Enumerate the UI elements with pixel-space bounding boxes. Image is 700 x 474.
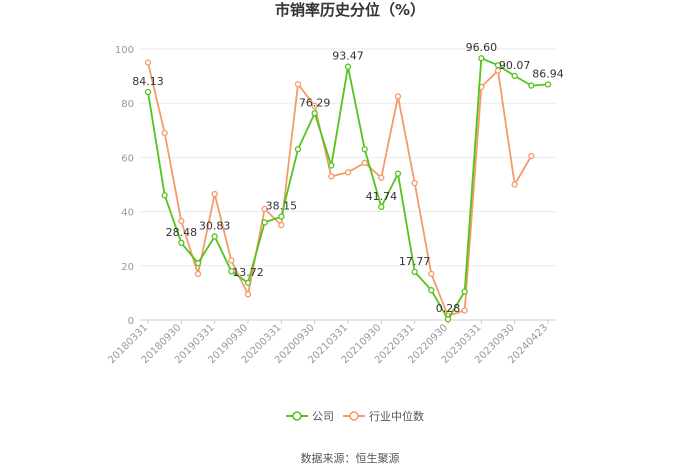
data-point[interactable] (528, 82, 535, 89)
data-point[interactable] (294, 146, 302, 153)
y-tick-label: 0 (128, 316, 134, 327)
data-point[interactable] (428, 270, 435, 278)
data-point[interactable] (544, 81, 552, 88)
data-label: 28.48 (166, 226, 198, 239)
data-point[interactable] (361, 159, 368, 166)
data-label: 17.77 (399, 255, 431, 268)
data-label: 96.60 (466, 41, 498, 54)
data-point[interactable] (478, 55, 485, 62)
data-label: 76.29 (299, 96, 331, 109)
data-label: 41.74 (366, 190, 398, 203)
y-tick-label: 20 (121, 262, 134, 273)
grid (140, 48, 556, 321)
series-layer (144, 55, 552, 323)
data-point[interactable] (194, 270, 202, 278)
legend: 公司 行业中位数 (286, 409, 424, 423)
data-point[interactable] (228, 268, 235, 275)
data-point[interactable] (178, 217, 185, 225)
x-axis: 2018033120180930201903312019093020200331… (106, 320, 550, 366)
legend-item-industry[interactable]: 行业中位数 (343, 409, 424, 423)
legend-marker-industry (349, 411, 359, 421)
data-point[interactable] (378, 203, 385, 211)
data-point[interactable] (344, 169, 352, 176)
data-point[interactable] (494, 62, 502, 69)
data-point[interactable] (511, 181, 518, 188)
data-point[interactable] (328, 162, 335, 169)
data-point[interactable] (261, 205, 268, 213)
data-point[interactable] (294, 81, 302, 88)
data-point[interactable] (278, 213, 285, 220)
y-tick-label: 80 (121, 99, 134, 110)
y-axis: 0 20 40 60 80 100 (115, 45, 134, 327)
data-label: 93.47 (332, 50, 364, 63)
data-point[interactable] (394, 170, 402, 177)
legend-label-industry: 行业中位数 (369, 409, 424, 423)
data-point[interactable] (444, 316, 452, 323)
data-label: 90.07 (499, 59, 531, 72)
data-point[interactable] (311, 102, 318, 110)
data-point[interactable] (511, 72, 518, 80)
chart-title: 市销率历史分位（%） (275, 1, 425, 19)
data-point[interactable] (211, 233, 218, 240)
data-point[interactable] (278, 221, 285, 229)
legend-marker-company (292, 411, 302, 421)
data-point[interactable] (411, 179, 418, 187)
data-point[interactable] (211, 190, 218, 198)
series-line (147, 62, 533, 318)
data-point[interactable] (344, 63, 352, 70)
data-point[interactable] (144, 59, 152, 66)
data-point[interactable] (144, 88, 152, 96)
data-point[interactable] (428, 287, 435, 294)
data-point[interactable] (228, 257, 235, 264)
data-point[interactable] (178, 239, 185, 246)
legend-label-company: 公司 (312, 410, 334, 423)
data-point[interactable] (161, 192, 168, 199)
data-point[interactable] (161, 129, 168, 137)
data-point[interactable] (328, 173, 335, 180)
data-point[interactable] (244, 279, 252, 286)
data-label: 84.13 (132, 75, 164, 88)
data-label: 13.72 (232, 266, 264, 279)
data-point[interactable] (194, 259, 202, 267)
data-label: 30.83 (199, 219, 231, 232)
source-note: 数据来源：恒生聚源 (301, 451, 400, 465)
data-point[interactable] (361, 146, 368, 153)
data-point[interactable] (461, 307, 468, 314)
data-point[interactable] (461, 288, 468, 295)
data-label: 0.28 (436, 302, 461, 315)
y-tick-label: 100 (115, 45, 134, 56)
data-point[interactable] (311, 110, 318, 117)
data-label: 86.94 (532, 67, 564, 80)
data-point[interactable] (378, 174, 385, 181)
y-tick-label: 60 (121, 153, 134, 164)
legend-item-company[interactable]: 公司 (286, 410, 334, 423)
data-point[interactable] (244, 291, 252, 298)
data-label: 38.15 (266, 200, 298, 213)
series-industry (144, 59, 535, 320)
y-tick-label: 40 (121, 208, 134, 219)
data-point[interactable] (261, 219, 268, 226)
data-point[interactable] (411, 268, 418, 275)
series-line (147, 56, 549, 321)
data-point[interactable] (528, 152, 535, 160)
series-company (144, 55, 552, 323)
data-point[interactable] (394, 93, 402, 100)
data-labels: 84.13 28.48 30.83 13.72 38.15 76.29 93.47 41.74… (132, 41, 564, 315)
